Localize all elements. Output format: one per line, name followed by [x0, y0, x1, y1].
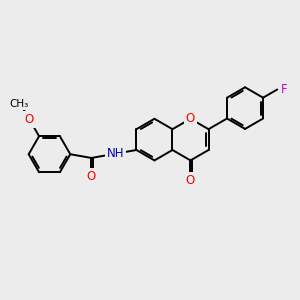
Text: O: O: [25, 113, 34, 126]
Text: O: O: [87, 170, 96, 183]
Text: NH: NH: [106, 147, 124, 160]
Text: F: F: [281, 83, 287, 96]
Text: O: O: [186, 112, 195, 125]
Text: CH₃: CH₃: [9, 98, 28, 109]
Text: O: O: [186, 174, 195, 187]
